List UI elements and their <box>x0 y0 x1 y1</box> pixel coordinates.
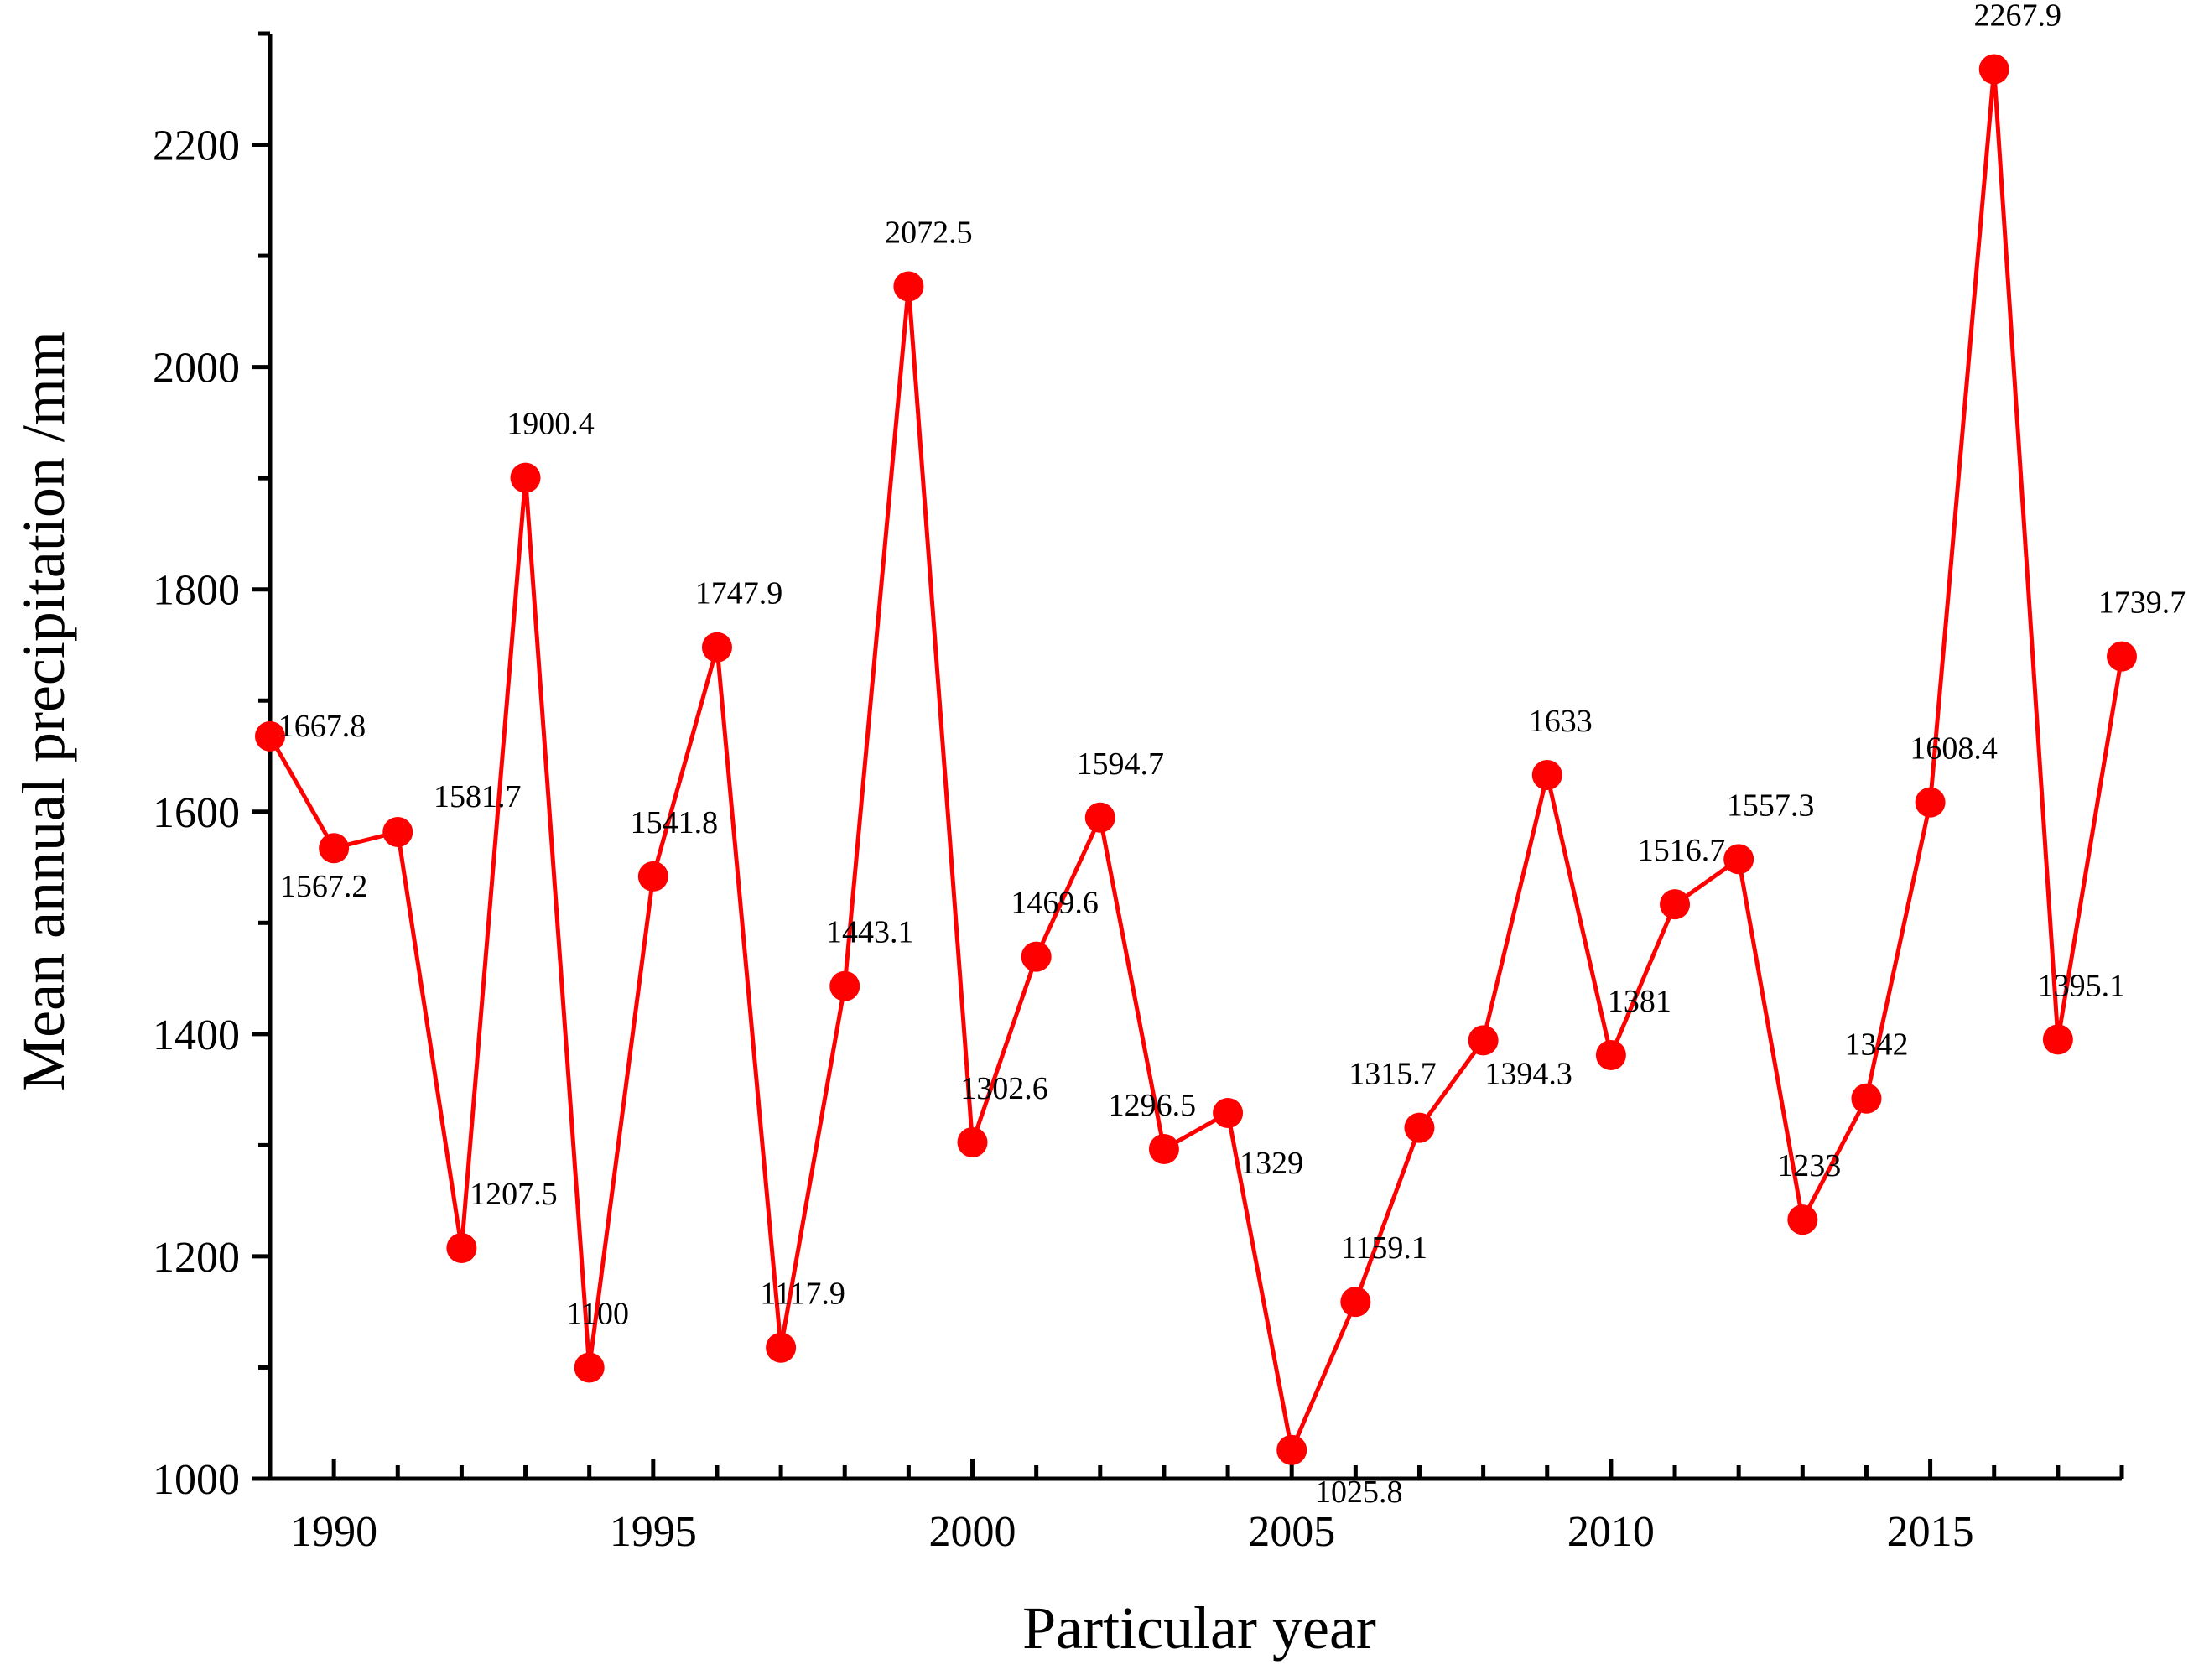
data-label: 1302.6 <box>960 1071 1048 1106</box>
data-label: 1900.4 <box>507 407 595 442</box>
data-point <box>1978 54 2009 85</box>
data-point <box>1468 1025 1499 1056</box>
data-point <box>255 720 285 752</box>
axes <box>268 34 2122 1481</box>
data-label: 1159.1 <box>1341 1230 1427 1266</box>
y-tick-label: 1400 <box>153 1012 240 1059</box>
data-label: 1117.9 <box>760 1277 845 1312</box>
y-tick-label: 1600 <box>153 789 240 837</box>
data-label: 1381 <box>1608 984 1671 1019</box>
data-point <box>1787 1204 1818 1235</box>
x-tick-label: 1995 <box>610 1508 697 1556</box>
data-point <box>2042 1024 2073 1055</box>
y-axis-ticks: 1000 1200 1400 1600 1800 2000 2200 <box>153 31 270 1504</box>
data-point <box>893 271 924 302</box>
data-point <box>382 817 413 848</box>
x-tick-label: 2005 <box>1248 1508 1335 1556</box>
y-tick-label: 1800 <box>153 567 240 615</box>
data-label: 1516.7 <box>1638 833 1726 868</box>
data-point <box>957 1126 988 1157</box>
data-label: 1469.6 <box>1011 886 1099 921</box>
data-label: 1667.8 <box>278 709 366 744</box>
y-tick-label: 2000 <box>153 345 240 393</box>
data-point <box>1915 787 1946 818</box>
data-label: 1557.3 <box>1727 788 1815 823</box>
data-point <box>637 861 668 892</box>
data-point <box>1404 1112 1435 1143</box>
data-label: 1747.9 <box>695 576 783 611</box>
data-point <box>1276 1434 1307 1465</box>
data-label: 1541.8 <box>631 805 719 840</box>
data-label: 2072.5 <box>885 216 973 251</box>
data-label: 1025.8 <box>1315 1475 1403 1510</box>
data-label: 1633 <box>1529 704 1593 739</box>
data-point <box>446 1232 477 1263</box>
data-point <box>2107 641 2137 672</box>
series-line <box>268 67 2124 1453</box>
data-point <box>766 1332 797 1363</box>
data-label: 1443.1 <box>826 915 914 950</box>
series-group <box>255 54 2137 1465</box>
data-point <box>574 1352 605 1383</box>
x-axis-ticks: 1990 1995 2000 2005 2010 2015 <box>268 1459 2124 1556</box>
data-label: 1342 <box>1844 1027 1908 1063</box>
data-label: 1581.7 <box>434 779 522 814</box>
data-point <box>829 970 860 1001</box>
data-point <box>319 833 350 864</box>
data-point <box>510 462 541 493</box>
data-label: 1394.3 <box>1484 1056 1572 1091</box>
data-point <box>1148 1134 1179 1165</box>
y-tick-label: 1000 <box>153 1456 240 1504</box>
data-label: 1296.5 <box>1109 1088 1197 1123</box>
data-point <box>1021 941 1052 972</box>
data-label: 1315.7 <box>1349 1057 1437 1092</box>
y-tick-label: 1200 <box>153 1234 240 1282</box>
data-point <box>701 632 732 663</box>
data-label: 1608.4 <box>1910 731 1998 767</box>
x-axis-title: Particular year <box>1022 1594 1376 1662</box>
data-point <box>1660 889 1691 920</box>
x-tick-label: 2015 <box>1887 1508 1974 1556</box>
data-label: 1100 <box>566 1296 629 1331</box>
x-tick-label: 2000 <box>929 1508 1016 1556</box>
data-label: 1329 <box>1240 1146 1303 1181</box>
data-point <box>1213 1097 1244 1128</box>
data-labels: 1667.8 1567.2 1581.7 1207.5 1900.4 1100 1541.8… <box>278 0 2186 1510</box>
data-label: 1233 <box>1777 1148 1841 1183</box>
data-point <box>1531 760 1562 791</box>
data-label: 1207.5 <box>470 1177 558 1212</box>
data-point <box>1851 1083 1882 1114</box>
data-point <box>1084 802 1115 833</box>
x-tick-label: 2010 <box>1567 1508 1655 1556</box>
data-point <box>1595 1040 1626 1071</box>
data-point <box>1723 844 1754 875</box>
data-label: 1567.2 <box>280 869 368 904</box>
data-label: 1594.7 <box>1077 746 1165 782</box>
x-tick-label: 1990 <box>290 1508 377 1556</box>
y-tick-label: 2200 <box>153 122 240 170</box>
data-point <box>1340 1287 1371 1318</box>
data-label: 1739.7 <box>2098 585 2186 621</box>
data-label: 2267.9 <box>1973 0 2061 34</box>
data-label: 1395.1 <box>2038 968 2126 1003</box>
y-axis-title: Mean annual precipitation /mm <box>10 331 77 1091</box>
